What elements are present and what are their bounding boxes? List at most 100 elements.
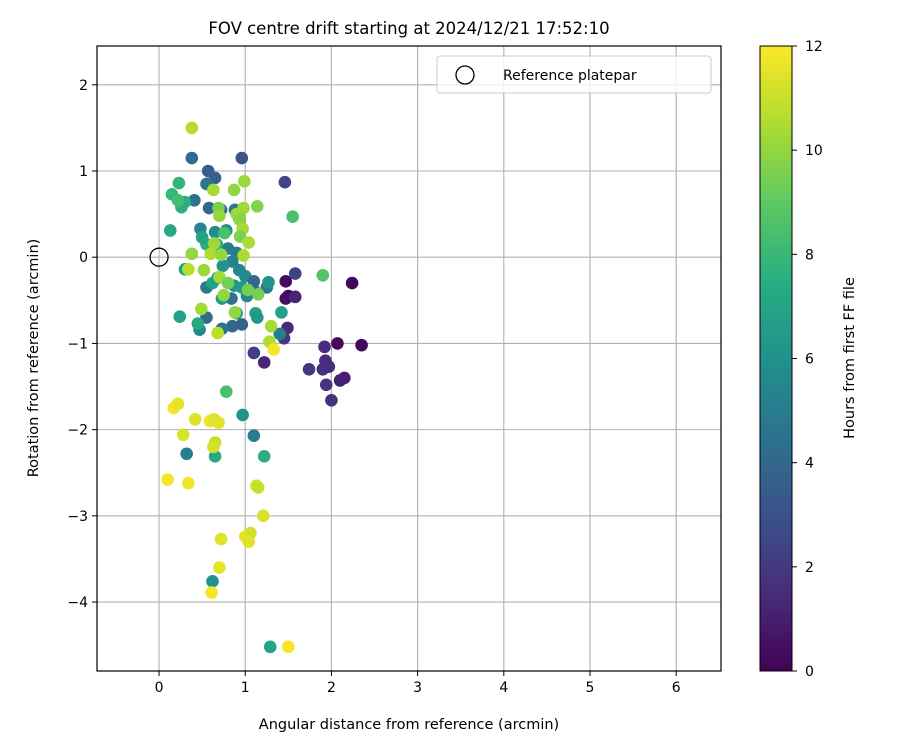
colorbar-tick-label: 12 <box>805 39 823 55</box>
data-point <box>237 249 250 262</box>
data-point <box>235 318 249 331</box>
data-point <box>197 263 211 277</box>
data-point <box>207 412 221 426</box>
data-point <box>226 255 239 268</box>
data-point <box>207 440 220 454</box>
data-point <box>207 183 220 197</box>
data-point <box>205 586 218 599</box>
data-point <box>316 269 330 282</box>
data-point <box>279 275 293 288</box>
data-point <box>211 326 224 340</box>
data-point <box>279 292 293 305</box>
data-point <box>302 362 316 376</box>
plot-frame <box>96 45 722 672</box>
data-point <box>242 535 255 548</box>
data-point <box>264 319 278 333</box>
data-point <box>345 276 359 290</box>
data-point <box>161 473 174 486</box>
data-point <box>202 201 216 215</box>
data-point <box>194 302 208 316</box>
data-point <box>171 397 185 411</box>
colorbar-tick-label: 6 <box>805 352 814 368</box>
reference-platepar-marker <box>149 247 169 267</box>
data-point <box>288 267 302 280</box>
y-tick-label: −1 <box>67 336 88 352</box>
x-tick-label: 4 <box>499 680 508 696</box>
data-point <box>235 151 249 165</box>
data-point <box>251 311 264 324</box>
colorbar-gradient <box>759 45 793 672</box>
data-point <box>191 317 205 330</box>
legend: Reference platepar <box>436 55 712 94</box>
x-tick-label: 1 <box>241 680 250 696</box>
data-point <box>176 428 190 442</box>
x-tick-label: 0 <box>155 680 164 696</box>
y-tick-label: 2 <box>79 78 88 94</box>
data-point <box>278 175 292 189</box>
data-point <box>180 447 193 461</box>
data-point <box>208 225 222 239</box>
data-point <box>188 412 202 426</box>
data-point <box>219 385 233 398</box>
data-point <box>188 194 201 207</box>
chart-title: FOV centre drift starting at 2024/12/21 … <box>208 19 609 38</box>
data-point <box>257 509 270 523</box>
x-tick-label: 6 <box>672 680 681 696</box>
data-point <box>221 276 235 290</box>
data-point <box>319 378 333 392</box>
data-point <box>226 319 239 333</box>
y-tick-label: −2 <box>67 423 88 439</box>
x-axis-label: Angular distance from reference (arcmin) <box>259 717 559 733</box>
data-point <box>318 340 331 354</box>
y-axis-ticks: 2 1 0 −1 −2 −3 −4 <box>67 78 97 611</box>
data-point <box>214 532 228 546</box>
data-point <box>213 561 226 574</box>
data-point <box>216 259 230 273</box>
legend-marker <box>455 65 475 85</box>
data-point <box>185 151 199 165</box>
data-point <box>182 262 195 276</box>
y-tick-label: −3 <box>67 509 88 525</box>
y-axis-label: Rotation from reference (arcmin) <box>26 239 42 478</box>
data-point <box>185 247 199 261</box>
data-point <box>333 374 347 387</box>
scatter-points <box>161 121 368 654</box>
data-point <box>208 450 222 463</box>
data-point <box>214 248 228 261</box>
data-point <box>282 640 295 654</box>
data-point <box>267 343 280 356</box>
data-point <box>251 287 265 301</box>
data-point <box>251 481 265 494</box>
colorbar-tick-label: 10 <box>805 143 823 159</box>
data-point <box>204 247 218 261</box>
data-point <box>227 183 241 197</box>
data-point <box>355 338 368 352</box>
y-tick-label: 1 <box>79 164 88 180</box>
data-point <box>316 362 330 376</box>
data-point <box>286 210 299 223</box>
data-point <box>263 640 277 654</box>
data-point <box>236 408 249 422</box>
data-point <box>172 176 186 190</box>
colorbar-tick-label: 4 <box>805 456 814 472</box>
data-point <box>288 290 302 304</box>
data-point <box>247 429 261 442</box>
data-point <box>228 306 242 319</box>
data-point <box>217 288 230 302</box>
grid-lines <box>97 46 721 671</box>
data-point <box>182 476 195 490</box>
legend-label: Reference platepar <box>503 68 637 84</box>
data-point <box>251 200 264 213</box>
colorbar-ticks: 0 2 4 6 8 10 12 <box>792 39 823 680</box>
colorbar-tick-label: 0 <box>805 664 814 680</box>
y-tick-label: 0 <box>79 250 88 266</box>
data-point <box>257 450 271 463</box>
data-point <box>273 327 287 341</box>
data-point <box>241 283 255 297</box>
data-point <box>185 121 199 135</box>
data-point <box>213 209 226 223</box>
x-axis-ticks: 0 1 2 3 4 5 6 <box>155 671 681 696</box>
data-point <box>247 346 261 360</box>
data-point <box>207 237 221 250</box>
data-point <box>173 310 187 323</box>
